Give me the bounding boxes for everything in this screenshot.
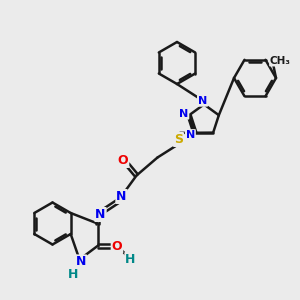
- Text: O: O: [118, 154, 128, 167]
- Text: N: N: [186, 130, 195, 140]
- Text: H: H: [125, 253, 136, 266]
- Text: CH₃: CH₃: [270, 56, 291, 66]
- Text: N: N: [95, 208, 106, 221]
- Text: S: S: [174, 133, 183, 146]
- Text: N: N: [179, 109, 188, 119]
- Text: N: N: [76, 255, 86, 268]
- Text: H: H: [68, 268, 79, 281]
- Text: O: O: [112, 239, 122, 253]
- Text: N: N: [116, 190, 127, 203]
- Text: N: N: [198, 96, 207, 106]
